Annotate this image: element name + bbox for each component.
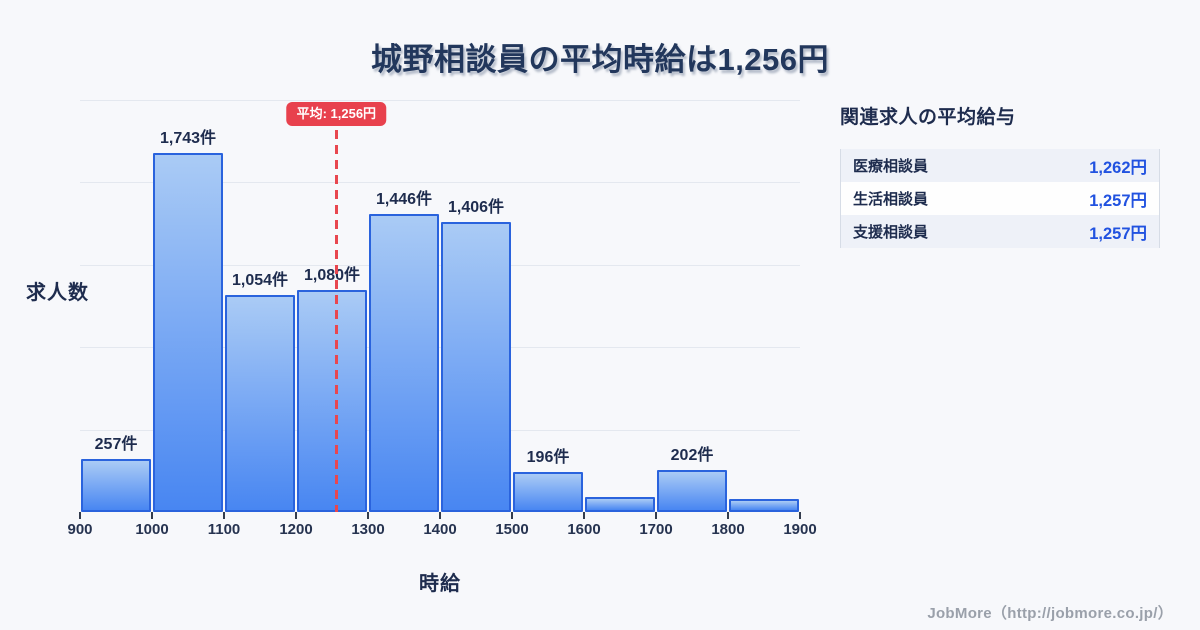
x-tick [655,512,657,519]
x-tick [583,512,585,519]
x-tick-label: 1100 [207,521,241,538]
y-axis-label: 求人数 [26,282,89,304]
salary-table: 医療相談員 1,262円 生活相談員 1,257円 支援相談員 1,257円 [840,149,1160,248]
job-salary: 1,257円 [1089,224,1147,243]
side-panel-title: 関連求人の平均給与 [840,107,1016,128]
x-tick-label: 1700 [639,521,673,538]
x-tick [727,512,729,519]
job-name: 生活相談員 [853,191,929,208]
bar-value-label: 1,406件 [447,199,505,217]
side-panel: 関連求人の平均給与 医療相談員 1,262円 生活相談員 1,257円 支援相談員 1,2… [840,102,1160,248]
bar-value-label: 1,743件 [159,129,217,147]
gridline [80,182,800,184]
gridline [80,429,800,431]
gridline [80,347,800,349]
bar-value-label: 1,054件 [231,271,289,289]
average-line [334,130,338,512]
salary-row: 生活相談員 1,257円 [841,182,1159,215]
x-tick-label: 1800 [711,521,745,538]
bar-value-label: 202件 [670,447,714,465]
job-name: 医療相談員 [853,158,929,175]
bar-value-label: 257件 [94,436,138,454]
gridline [80,100,800,101]
x-tick [799,512,801,519]
x-tick-label: 1900 [783,521,817,538]
gridline [80,264,800,266]
histogram-bar [153,152,223,512]
x-tick [79,512,81,519]
x-tick-label: 900 [67,521,93,538]
x-tick [151,512,153,519]
x-tick [439,512,441,519]
x-tick-label: 1300 [351,521,385,538]
job-name: 支援相談員 [853,224,929,241]
x-tick [223,512,225,519]
x-tick-label: 1200 [279,521,313,538]
histogram-bar [729,498,799,512]
x-tick-label: 1000 [135,521,169,538]
job-salary: 1,257円 [1089,191,1147,210]
histogram-bar [225,294,295,512]
histogram-bar [585,497,655,512]
footer-credit: JobMore（http://jobmore.co.jp/） [927,605,1173,622]
x-tick-label: 1600 [567,521,601,538]
x-tick [295,512,297,519]
histogram-bar [81,459,151,512]
page-title: 城野相談員の平均時給は1,256円 [370,42,830,77]
histogram-bar [369,214,439,512]
bar-value-label: 1,080件 [303,266,361,284]
salary-row: 医療相談員 1,262円 [841,149,1159,182]
x-axis-label: 時給 [419,573,461,595]
x-tick-label: 1500 [495,521,529,538]
x-tick [367,512,369,519]
histogram-bar [297,289,367,512]
salary-row: 支援相談員 1,257円 [841,215,1159,248]
bar-value-label: 1,446件 [375,191,433,209]
average-badge: 平均: 1,256円 [286,102,387,127]
bar-value-label: 196件 [526,448,570,466]
histogram-bar [657,470,727,512]
histogram-bar [513,471,583,512]
job-salary: 1,262円 [1089,158,1147,177]
histogram: 257件 1,743件 1,054件 1,080件 1,446件 1,406件 196件 20… [67,100,817,538]
histogram-bar [441,222,511,512]
x-tick-label: 1400 [423,521,457,538]
x-tick [511,512,513,519]
